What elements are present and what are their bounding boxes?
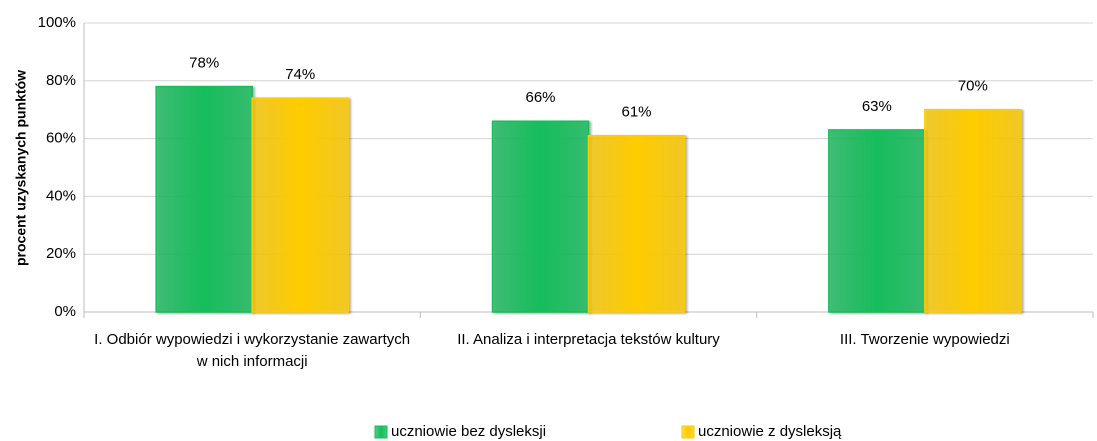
bar	[587, 134, 686, 313]
y-tick-label: 60%	[46, 130, 76, 147]
y-axis-label: procent uzyskanych punktów	[13, 70, 29, 266]
bar	[155, 85, 253, 313]
data-label: 70%	[958, 78, 988, 95]
data-label: 63%	[862, 98, 892, 115]
y-tick-label: 80%	[46, 72, 76, 89]
x-tick-label: III. Tworzenie wypowiedzi	[839, 331, 1010, 348]
bar	[924, 108, 1022, 313]
y-tick-label: 40%	[46, 187, 76, 204]
legend-swatch	[374, 425, 388, 439]
bar	[491, 120, 590, 313]
y-tick-label: 0%	[54, 303, 76, 320]
y-tick-label: 20%	[46, 245, 76, 262]
y-tick-label: 100%	[38, 14, 76, 31]
bar	[251, 97, 349, 313]
data-label: 74%	[285, 66, 315, 83]
x-tick-label: I. Odbiór wypowiedzi i wykorzystanie zaw…	[94, 331, 411, 370]
legend-swatch	[681, 425, 695, 439]
bar	[828, 129, 926, 313]
data-label: 78%	[189, 55, 219, 72]
data-label: 66%	[525, 89, 555, 106]
data-label: 61%	[621, 104, 651, 121]
legend-label: uczniowie bez dysleksji	[391, 423, 546, 440]
legend-label: uczniowie z dysleksją	[698, 423, 842, 440]
x-tick-label: II. Analiza i interpretacja tekstów kult…	[457, 331, 720, 348]
